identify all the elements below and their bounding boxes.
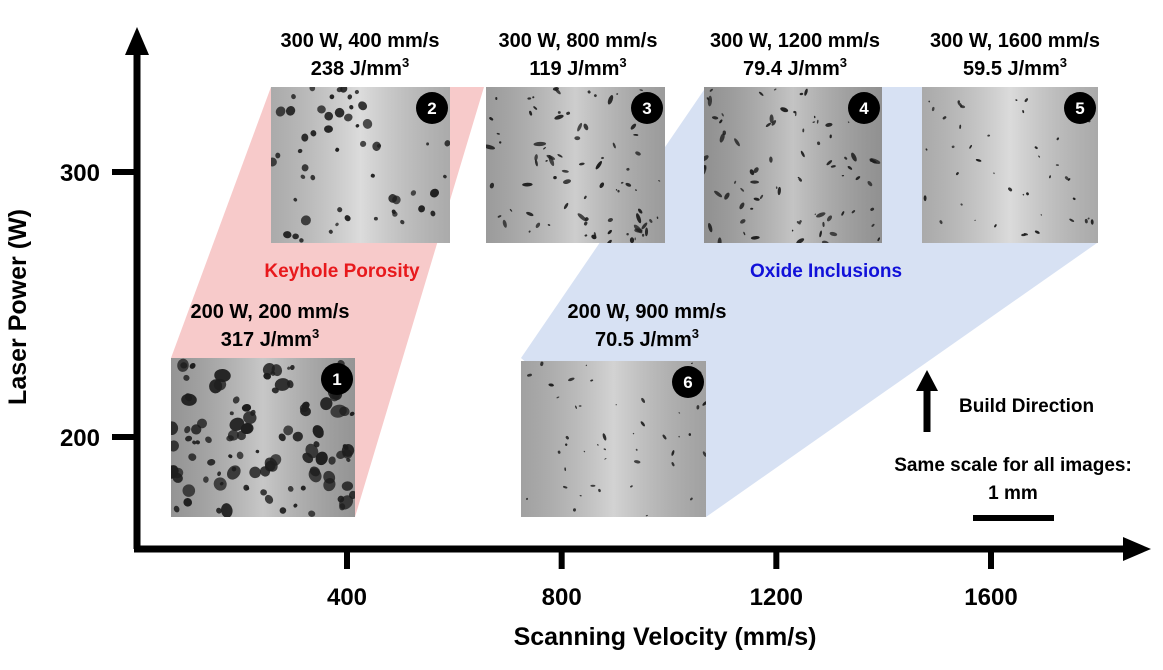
y-tick-label-200: 200	[60, 425, 100, 452]
sample-5-energy-density: 59.5 J/mm3	[963, 55, 1067, 80]
sample-badge-5	[1064, 92, 1096, 124]
sample-4-conditions: 300 W, 1200 mm/s	[710, 30, 880, 52]
sample-6-energy-value: 70.5 J/mm	[595, 329, 692, 351]
sample-badge-label-5: 5	[1075, 99, 1084, 118]
scale-value: 1 mm	[988, 483, 1038, 504]
sample-2-energy-value: 238 J/mm	[311, 58, 402, 80]
sample-3-energy-exponent: 3	[619, 55, 626, 70]
pores-6	[526, 361, 706, 517]
sample-badge-6	[672, 366, 704, 398]
pores-4	[704, 88, 881, 243]
sample-4: 4 300 W, 1200 mm/s 79.4 J/mm3	[704, 30, 882, 243]
sample-4-energy-density: 79.4 J/mm3	[743, 55, 847, 80]
sample-5-energy-exponent: 3	[1060, 55, 1067, 70]
sample-2-conditions: 300 W, 400 mm/s	[281, 30, 440, 52]
sample-3-conditions: 300 W, 800 mm/s	[499, 30, 658, 52]
sample-badge-3	[631, 92, 663, 124]
sample-2-energy-density: 238 J/mm3	[311, 55, 409, 80]
sample-1-energy-value: 317 J/mm	[221, 329, 312, 351]
sample-5-energy-value: 59.5 J/mm	[963, 58, 1060, 80]
sample-1-conditions: 200 W, 200 mm/s	[191, 301, 350, 323]
sample-4-energy-value: 79.4 J/mm	[743, 58, 840, 80]
sample-badge-4	[848, 92, 880, 124]
pores-1	[171, 358, 355, 517]
sample-6-energy-density: 70.5 J/mm3	[595, 326, 699, 351]
sample-badge-label-3: 3	[642, 99, 651, 118]
y-axis-title: Laser Power (W)	[4, 209, 32, 405]
sample-3-energy-value: 119 J/mm	[529, 58, 619, 80]
region-label-oxide-inclusions: Oxide Inclusions	[750, 261, 902, 282]
x-tick-label-800: 800	[542, 584, 582, 611]
sample-badge-2	[416, 92, 448, 124]
region-label-keyhole-porosity: Keyhole Porosity	[264, 261, 420, 282]
build-direction-label: Build Direction	[959, 396, 1094, 417]
sample-6: 6 200 W, 900 mm/s 70.5 J/mm3	[521, 301, 726, 517]
scale-note: Same scale for all images:	[894, 455, 1132, 476]
y-axis	[125, 27, 149, 549]
sample-5: 5 300 W, 1600 mm/s 59.5 J/mm3	[922, 30, 1100, 243]
sample-badge-label-6: 6	[683, 373, 692, 392]
x-axis-title: Scanning Velocity (mm/s)	[514, 623, 817, 651]
sample-2: 2 300 W, 400 mm/s 238 J/mm3	[271, 30, 450, 243]
x-tick-label-1200: 1200	[750, 584, 803, 611]
sample-5-conditions: 300 W, 1600 mm/s	[930, 30, 1100, 52]
sample-badge-1	[321, 363, 353, 395]
sample-1-energy-exponent: 3	[312, 326, 319, 341]
sample-6-energy-exponent: 3	[692, 326, 699, 341]
sample-6-conditions: 200 W, 900 mm/s	[568, 301, 727, 323]
sample-1: 1 200 W, 200 mm/s 317 J/mm3	[171, 301, 355, 517]
pores-3	[486, 87, 661, 243]
sample-4-energy-exponent: 3	[840, 55, 847, 70]
sample-badge-label-4: 4	[859, 99, 869, 118]
sample-2-energy-exponent: 3	[402, 55, 409, 70]
x-axis	[134, 537, 1151, 561]
pores-5	[923, 94, 1094, 237]
sample-1-energy-density: 317 J/mm3	[221, 326, 319, 351]
x-tick-label-400: 400	[327, 584, 367, 611]
sample-badge-label-1: 1	[332, 370, 341, 389]
build-direction-arrow-icon	[916, 370, 938, 432]
sample-3-energy-density: 119 J/mm3	[529, 55, 626, 80]
sample-badge-label-2: 2	[427, 99, 436, 118]
y-tick-label-300: 300	[60, 160, 100, 187]
x-tick-label-1600: 1600	[964, 584, 1017, 611]
